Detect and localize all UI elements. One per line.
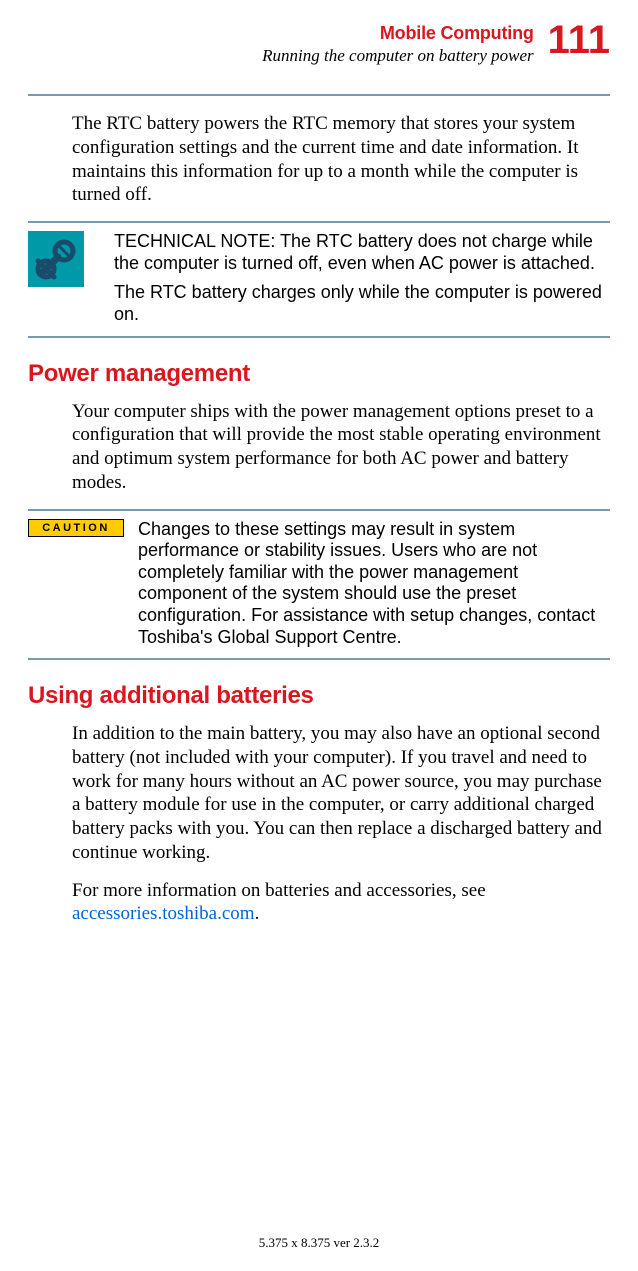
add-batt-p2-post: . [255,903,260,924]
page-header: Mobile Computing Running the computer on… [28,20,610,66]
technical-note-icon [28,231,84,287]
page-footer: 5.375 x 8.375 ver 2.3.2 [0,1235,638,1251]
header-text-block: Mobile Computing Running the computer on… [262,20,534,66]
caution-body: Changes to these settings may result in … [138,519,610,649]
power-management-heading: Power management [28,360,610,388]
intro-paragraph: The RTC battery powers the RTC memory th… [72,112,610,207]
technical-note-block: TECHNICAL NOTE: The RTC battery does not… [28,221,610,337]
accessories-link[interactable]: accessories.toshiba.com [72,903,255,924]
caution-text: Changes to these settings may result in … [138,519,610,649]
section-subtitle: Running the computer on battery power [262,46,534,66]
tech-note-line1: TECHNICAL NOTE: The RTC battery does not… [114,231,610,274]
chapter-title: Mobile Computing [262,24,534,44]
caution-label: CAUTION [28,519,124,537]
page-number: 111 [548,20,610,60]
add-batt-p2: For more information on batteries and ac… [72,879,610,927]
header-rule [28,94,610,96]
add-batt-p1: In addition to the main battery, you may… [72,722,610,865]
page-content: Mobile Computing Running the computer on… [0,0,638,960]
caution-block: CAUTION Changes to these settings may re… [28,509,610,661]
additional-batteries-heading: Using additional batteries [28,682,610,710]
add-batt-p2-pre: For more information on batteries and ac… [72,880,486,901]
caution-label-box: CAUTION [28,519,124,537]
technical-note-text: TECHNICAL NOTE: The RTC battery does not… [114,231,610,325]
tech-note-line2: The RTC battery charges only while the c… [114,282,610,325]
power-management-body: Your computer ships with the power manag… [72,400,610,495]
